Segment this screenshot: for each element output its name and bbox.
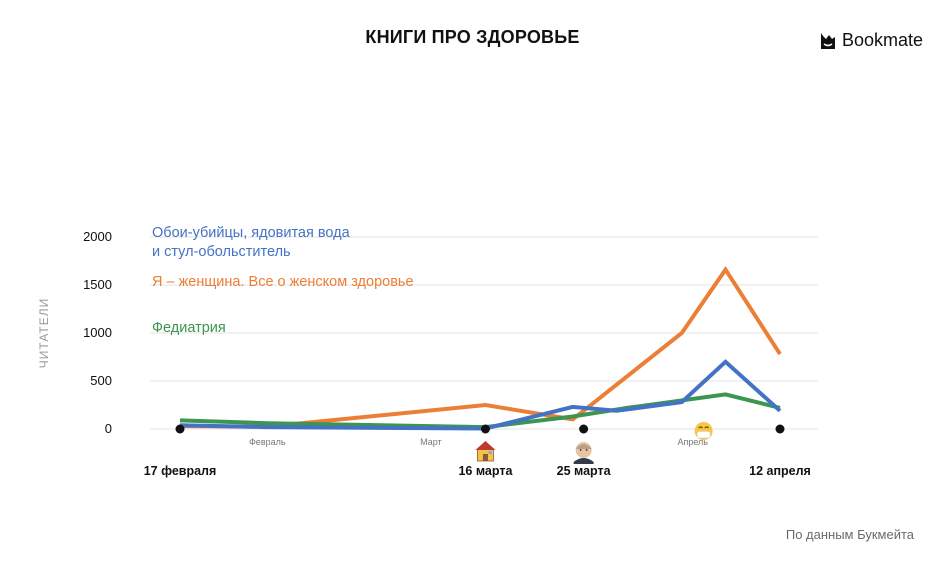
legend-line: Обои-убийцы, ядовитая вода	[152, 225, 351, 241]
month-label: Апрель	[677, 437, 708, 447]
bookmate-logo-icon	[820, 32, 835, 49]
face-eye	[585, 449, 588, 451]
source-note: По данным Букмейта	[785, 527, 914, 542]
face-suit	[573, 458, 594, 464]
house-icon	[475, 441, 496, 462]
y-axis-title: ЧИТАТЕЛИ	[37, 298, 51, 368]
series-line-0	[179, 265, 782, 429]
month-label: Март	[420, 437, 442, 447]
event-label: 16 марта	[458, 464, 513, 478]
series-line-2	[179, 359, 782, 431]
mask-face-mask	[696, 431, 711, 439]
grid	[150, 236, 818, 430]
legend-line: Федиатрия	[152, 320, 226, 336]
month-label: Февраль	[249, 437, 286, 447]
legend-entry: Обои-убийцы, ядовитая вода и стул-обольст…	[152, 225, 351, 260]
legend-entry: Федиатрия	[152, 320, 226, 336]
y-tick-label: 500	[90, 373, 112, 388]
legend-line: и стул-обольститель	[152, 244, 291, 260]
series-lines	[179, 265, 782, 431]
event-dot	[775, 424, 785, 434]
face-hair	[575, 444, 592, 449]
brand-name: Bookmate	[841, 30, 923, 50]
event-dot	[480, 424, 490, 434]
event-label: 25 марта	[557, 464, 612, 478]
series-line-1	[179, 392, 781, 430]
face-icon	[573, 442, 594, 464]
y-axis: 0 500 1000 1500 2000 ЧИТАТЕЛИ	[37, 229, 112, 436]
brand-logo: Bookmate	[820, 30, 923, 51]
legend: Обои-убийцы, ядовитая вода и стул-обольст…	[152, 225, 414, 336]
mask-face-eyes	[698, 426, 710, 429]
house-roof	[475, 441, 496, 450]
month-labels: Февраль Март Апрель	[249, 437, 708, 447]
house-window	[488, 451, 492, 454]
legend-line: Я – женщина. Все о женском здоровье	[152, 274, 414, 290]
legend-entry: Я – женщина. Все о женском здоровье	[152, 274, 414, 290]
event-label: 12 апреля	[749, 464, 811, 478]
mask-face-icon	[694, 422, 713, 440]
face-eye	[579, 449, 582, 451]
event-dot	[175, 424, 185, 434]
event-dot	[579, 424, 589, 434]
y-tick-label: 1500	[83, 277, 112, 292]
event-label: 17 февраля	[144, 464, 217, 478]
event-markers: 17 февраля 16 марта 25 марта 12 апреля	[144, 422, 811, 478]
y-tick-label: 2000	[83, 229, 112, 244]
y-tick-label: 0	[105, 421, 112, 436]
house-door	[482, 454, 488, 461]
y-tick-label: 1000	[83, 325, 112, 340]
chart-title: КНИГИ ПРО ЗДОРОВЬЕ	[365, 27, 580, 47]
